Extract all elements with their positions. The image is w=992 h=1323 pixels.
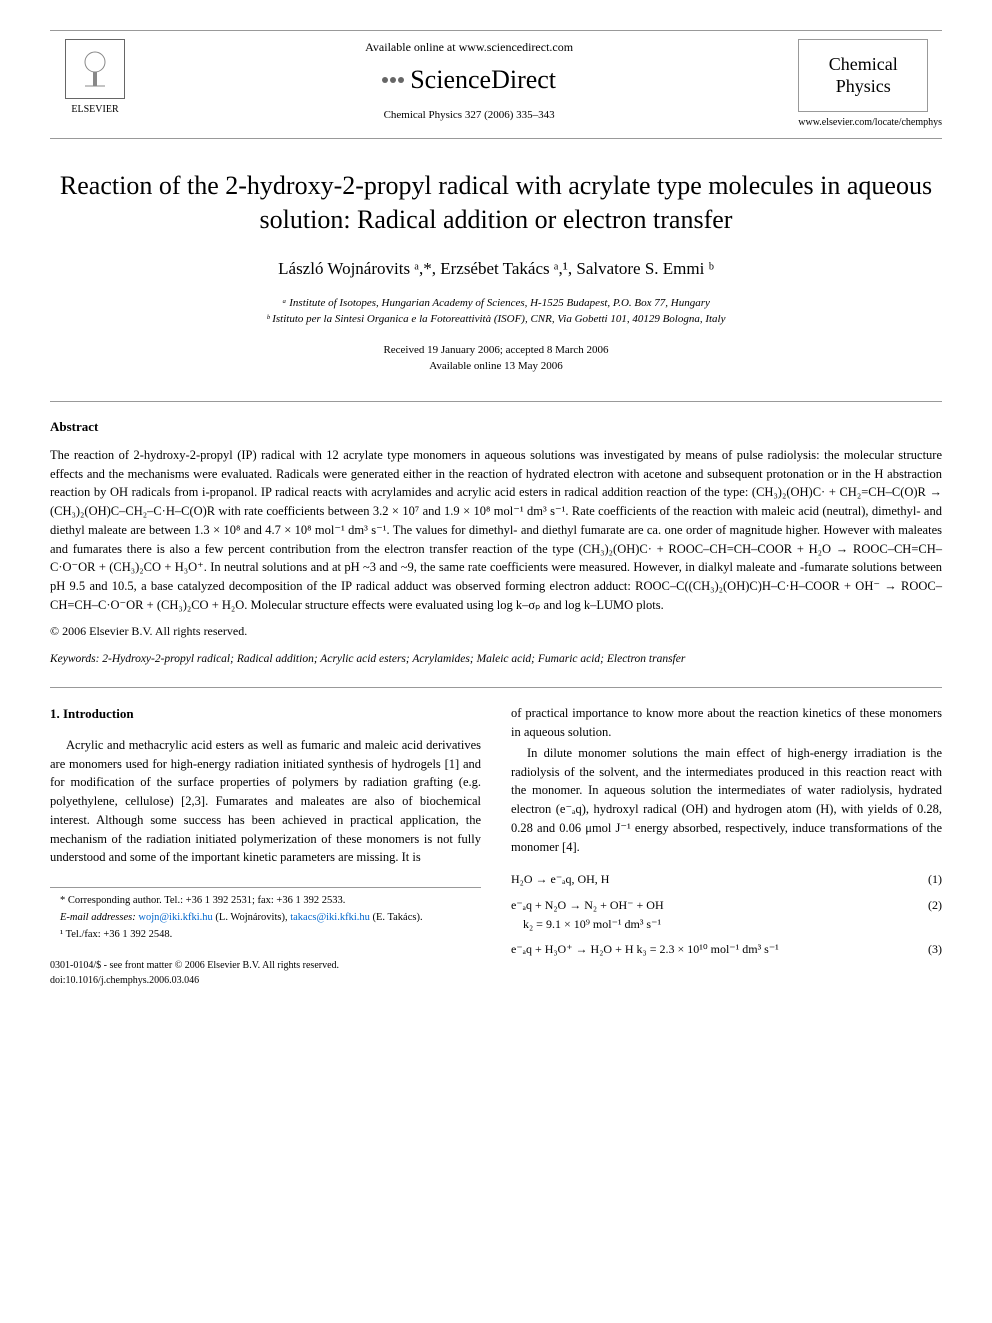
email-addresses-line: E-mail addresses: wojn@iki.kfki.hu (L. W… (50, 911, 481, 926)
available-date: Available online 13 May 2006 (50, 358, 942, 375)
left-column: 1. Introduction Acrylic and methacrylic … (50, 704, 481, 988)
center-header: Available online at www.sciencedirect.co… (140, 39, 798, 124)
email-label: E-mail addresses: (60, 912, 136, 923)
journal-name-box: Chemical Physics (798, 39, 928, 112)
col2-paragraph-1: of practical importance to know more abo… (511, 704, 942, 742)
eq2-body: e⁻ₐq + N₂O → N₂ + OH⁻ + OH k₂ = 9.1 × 10… (511, 896, 918, 934)
eq2-line2: k₂ = 9.1 × 10⁹ mol⁻¹ dm³ s⁻¹ (511, 915, 918, 934)
divider (50, 401, 942, 402)
abstract-text: The reaction of 2-hydroxy-2-propyl (IP) … (50, 446, 942, 615)
journal-name-1: Chemical (811, 54, 915, 76)
affiliation-b: ᵇ Istituto per la Sintesi Organica e la … (50, 311, 942, 328)
journal-reference: Chemical Physics 327 (2006) 335–343 (160, 108, 778, 123)
email-2-person: (E. Takács). (370, 912, 423, 923)
available-online-text: Available online at www.sciencedirect.co… (160, 39, 778, 56)
keywords-text: 2-Hydroxy-2-propyl radical; Radical addi… (99, 653, 685, 665)
received-date: Received 19 January 2006; accepted 8 Mar… (50, 342, 942, 359)
eq1-body: H₂O → e⁻ₐq, OH, H (511, 870, 918, 889)
journal-url: www.elsevier.com/locate/chemphys (798, 116, 942, 130)
elsevier-tree-icon (65, 39, 125, 99)
eq3-body: e⁻ₐq + H₃O⁺ → H₂O + H k₃ = 2.3 × 10¹⁰ mo… (511, 940, 918, 959)
corresponding-author-note: * Corresponding author. Tel.: +36 1 392 … (50, 894, 481, 909)
eq1-number: (1) (928, 870, 942, 889)
equations-block: H₂O → e⁻ₐq, OH, H (1) e⁻ₐq + N₂O → N₂ + … (511, 870, 942, 959)
equation-3: e⁻ₐq + H₃O⁺ → H₂O + H k₃ = 2.3 × 10¹⁰ mo… (511, 940, 942, 959)
sciencedirect-logo: ScienceDirect (160, 62, 778, 98)
email-1-person: (L. Wojnárovits), (213, 912, 290, 923)
journal-name-2: Physics (811, 76, 915, 98)
tel-fax-note: ¹ Tel./fax: +36 1 392 2548. (50, 928, 481, 943)
equation-2: e⁻ₐq + N₂O → N₂ + OH⁻ + OH k₂ = 9.1 × 10… (511, 896, 942, 934)
eq3-number: (3) (928, 940, 942, 959)
doi-block: 0301-0104/$ - see front matter © 2006 El… (50, 958, 481, 988)
front-matter-line: 0301-0104/$ - see front matter © 2006 El… (50, 958, 481, 973)
intro-paragraph-1: Acrylic and methacrylic acid esters as w… (50, 736, 481, 867)
publication-dates: Received 19 January 2006; accepted 8 Mar… (50, 342, 942, 375)
journal-header: ELSEVIER Available online at www.science… (50, 30, 942, 139)
eq2-number: (2) (928, 896, 942, 915)
affiliation-a: ᵃ Institute of Isotopes, Hungarian Acade… (50, 295, 942, 312)
article-title: Reaction of the 2-hydroxy-2-propyl radic… (50, 169, 942, 237)
divider (50, 687, 942, 688)
equation-1: H₂O → e⁻ₐq, OH, H (1) (511, 870, 942, 889)
affiliations: ᵃ Institute of Isotopes, Hungarian Acade… (50, 295, 942, 328)
email-2[interactable]: takacs@iki.kfki.hu (290, 912, 370, 923)
right-column: of practical importance to know more abo… (511, 704, 942, 988)
sciencedirect-icon (382, 77, 404, 83)
authors-list: László Wojnárovits ᵃ,*, Erzsébet Takács … (50, 257, 942, 281)
two-column-body: 1. Introduction Acrylic and methacrylic … (50, 704, 942, 988)
sciencedirect-text: ScienceDirect (410, 62, 556, 98)
introduction-heading: 1. Introduction (50, 704, 481, 724)
email-1[interactable]: wojn@iki.kfki.hu (138, 912, 212, 923)
abstract-heading: Abstract (50, 418, 942, 436)
elsevier-logo: ELSEVIER (50, 39, 140, 117)
journal-box-container: Chemical Physics www.elsevier.com/locate… (798, 39, 942, 130)
copyright-text: © 2006 Elsevier B.V. All rights reserved… (50, 623, 942, 640)
doi-text: doi:10.1016/j.chemphys.2006.03.046 (50, 973, 481, 988)
keywords-label: Keywords: (50, 653, 99, 665)
footnotes: * Corresponding author. Tel.: +36 1 392 … (50, 887, 481, 942)
keywords-line: Keywords: 2-Hydroxy-2-propyl radical; Ra… (50, 651, 942, 667)
eq2-line1: e⁻ₐq + N₂O → N₂ + OH⁻ + OH (511, 896, 918, 915)
col2-paragraph-2: In dilute monomer solutions the main eff… (511, 744, 942, 857)
elsevier-label: ELSEVIER (71, 104, 118, 115)
